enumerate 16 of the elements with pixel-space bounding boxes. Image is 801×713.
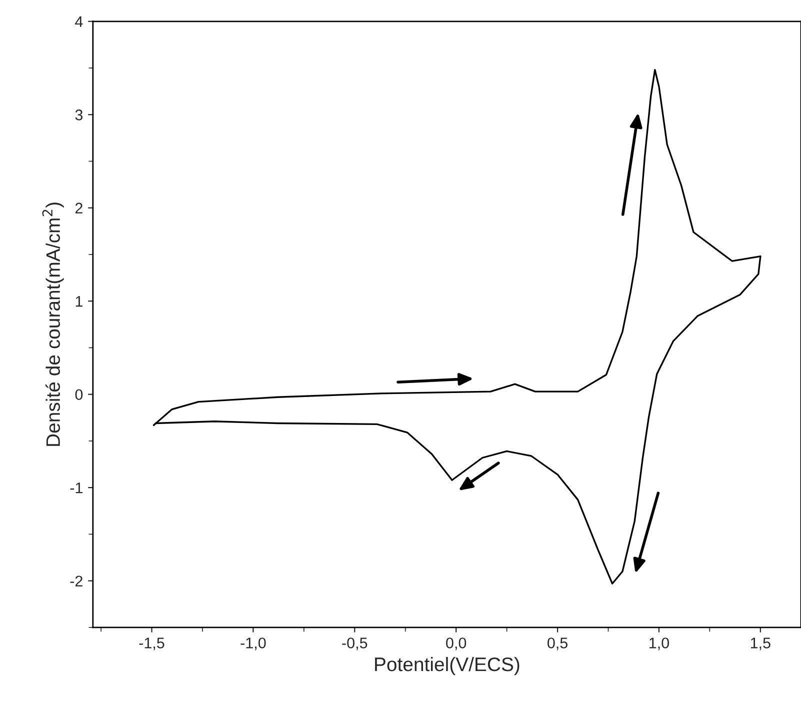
x-tick-label: 1,0 <box>650 638 669 650</box>
y-tick-label: 0 <box>75 389 83 400</box>
y-tick-label: 4 <box>75 16 83 27</box>
x-tick-label: 1,5 <box>750 638 770 650</box>
y-tick-label: -2 <box>70 576 82 586</box>
x-axis-title: Potentiel(V/ECS) <box>375 656 520 676</box>
x-tick-label: 0,0 <box>446 638 466 650</box>
y-tick-label: -1 <box>70 482 82 494</box>
y-tick-label: 3 <box>75 109 83 120</box>
x-tick-label: -0,5 <box>342 638 368 650</box>
x-tick-label: -1,0 <box>240 638 266 650</box>
y-tick-label: 1 <box>76 296 82 307</box>
y-tick-label: 2 <box>75 202 82 214</box>
y-axis-title: Densité de courant(mA/cm$^{2}$) <box>42 202 64 446</box>
x-tick-label: 0,5 <box>548 638 568 650</box>
x-tick-label: -1,5 <box>139 638 164 650</box>
